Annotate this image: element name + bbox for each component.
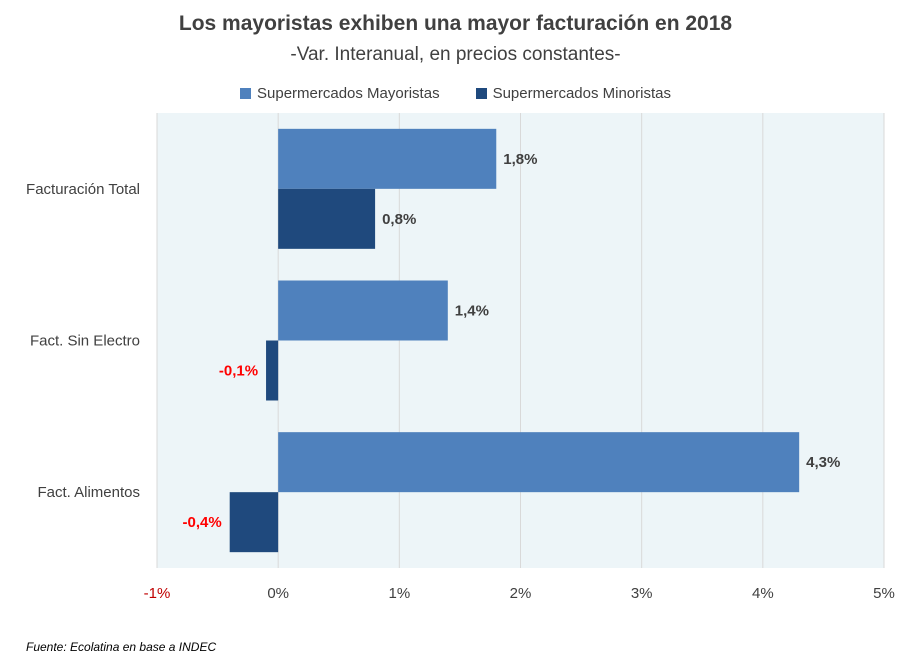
data-label: 4,3%: [806, 454, 840, 471]
category-label: Facturación Total: [26, 181, 140, 198]
x-tick-label: 5%: [873, 585, 895, 602]
data-label: -0,4%: [183, 514, 222, 531]
chart-subtitle: -Var. Interanual, en precios constantes-: [290, 44, 621, 65]
bar: [278, 128, 497, 189]
x-tick-label: 3%: [631, 585, 653, 602]
legend-item-minoristas: Supermercados Minoristas: [475, 85, 671, 102]
legend-item-mayoristas: Supermercados Mayoristas: [240, 85, 440, 102]
x-tick-label: 4%: [752, 585, 774, 602]
data-label: 0,8%: [382, 211, 416, 228]
data-label: 1,8%: [503, 151, 537, 168]
bar: [229, 492, 279, 553]
legend-label-mayoristas: Supermercados Mayoristas: [257, 85, 440, 102]
source-note: Fuente: Ecolatina en base a INDEC: [26, 640, 217, 654]
data-label: -0,1%: [219, 363, 258, 380]
category-label: Fact. Sin Electro: [30, 333, 140, 350]
x-tick-label: 0%: [267, 585, 289, 602]
x-tick-label: 1%: [388, 585, 410, 602]
legend-label-minoristas: Supermercados Minoristas: [492, 85, 671, 102]
bar: [278, 432, 800, 493]
bar: [278, 188, 376, 249]
x-tick-label: 2%: [510, 585, 532, 602]
bar: [278, 280, 448, 341]
bar: [266, 340, 279, 401]
legend-swatch-minoristas: [475, 88, 487, 99]
legend: Supermercados Mayoristas Supermercados M…: [0, 85, 911, 102]
legend-swatch-mayoristas: [240, 88, 251, 99]
chart-title: Los mayoristas exhiben una mayor factura…: [178, 12, 733, 35]
category-label: Fact. Alimentos: [37, 484, 140, 501]
data-label: 1,4%: [455, 303, 489, 320]
x-tick-label: -1%: [144, 585, 171, 602]
